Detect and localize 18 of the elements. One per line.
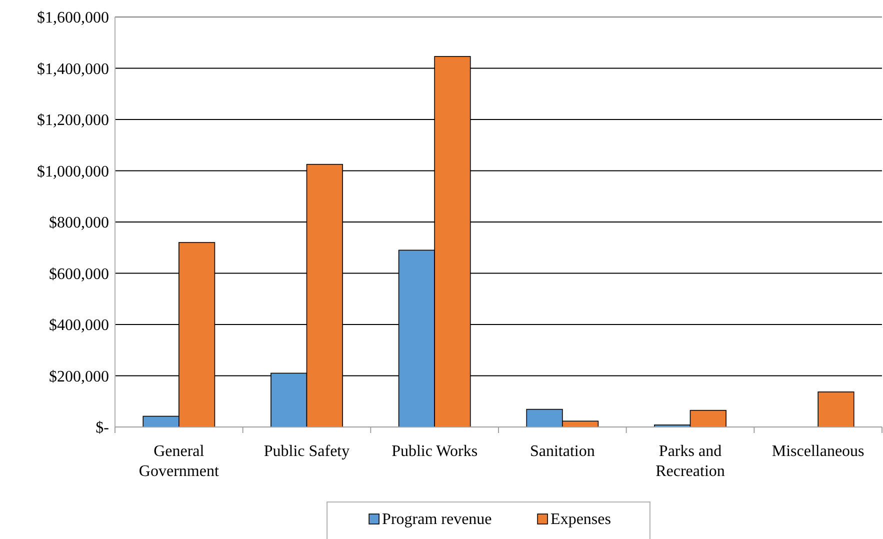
bar <box>818 391 854 428</box>
x-tick-label: Parks and Recreation <box>656 443 725 480</box>
y-tick-label: $1,600,000 <box>37 10 109 27</box>
legend-label: Program revenue <box>382 511 492 528</box>
y-tick-label: $400,000 <box>49 317 109 334</box>
y-tick-label: $1,200,000 <box>37 112 109 130</box>
x-tick-label: Miscellaneous <box>772 443 864 460</box>
y-tick-label: $800,000 <box>49 214 109 232</box>
x-tick-label: Public Works <box>392 443 478 460</box>
x-tick-label: Public Safety <box>264 443 350 460</box>
y-tick-label: $200,000 <box>49 368 109 386</box>
legend-label: Expenses <box>550 511 611 528</box>
x-tick-label: General Government <box>138 443 220 480</box>
y-tick-label: $1,000,000 <box>37 163 109 180</box>
y-tick-label: $600,000 <box>49 266 109 283</box>
x-tick-label: Sanitation <box>530 443 595 460</box>
y-tick-label: $- <box>96 420 109 437</box>
y-tick-label: $1,400,000 <box>37 60 109 78</box>
